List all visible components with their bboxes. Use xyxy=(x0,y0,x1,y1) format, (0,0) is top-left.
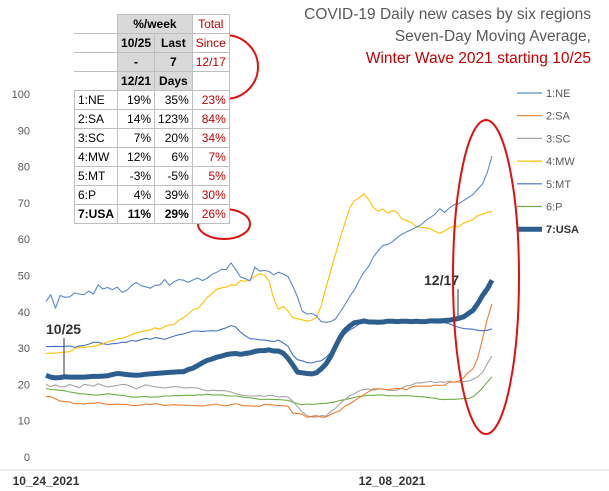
chart-subtitle-red: Winter Wave 2021 starting 10/25 xyxy=(365,50,591,67)
table-row: 1:NE 19% 35% 23% xyxy=(73,90,230,110)
legend: 1:NE 2:SA 3:SC 4:MW 5:MT 6:P 7:USA xyxy=(517,88,579,236)
table-row: 6:P 4% 39% 30% xyxy=(73,185,230,205)
annotation-12-17: 12/17 xyxy=(424,272,459,288)
y-axis-ticks: 0 10 20 30 40 50 60 70 80 90 100 xyxy=(12,89,30,464)
legend-label: 4:MW xyxy=(546,156,575,168)
series-line-5-mt xyxy=(46,320,493,364)
series-line-6-p xyxy=(45,376,493,406)
legend-label: 2:SA xyxy=(546,111,571,123)
y-tick-label: 30 xyxy=(18,343,30,355)
y-tick-label: 60 xyxy=(18,234,30,246)
plot-area xyxy=(45,155,495,418)
y-tick-label: 10 xyxy=(18,416,30,428)
series-line-3-sc xyxy=(45,355,493,418)
series-line-7-usa xyxy=(45,279,495,381)
table-row: 3:SC 7% 20% 34% xyxy=(73,128,230,148)
y-tick-label: 100 xyxy=(12,89,30,101)
y-tick-label: 0 xyxy=(24,452,30,464)
y-tick-label: 40 xyxy=(18,307,30,319)
annotation-10-25: 10/25 xyxy=(46,321,81,337)
y-tick-label: 50 xyxy=(18,271,30,283)
y-tick-label: 80 xyxy=(18,162,30,174)
x-tick-label: 10_24_2021 xyxy=(13,474,80,488)
x-axis-ticks: 10_24_2021 12_08_2021 xyxy=(0,469,609,488)
table-header-group: %/week xyxy=(117,14,193,34)
y-tick-label: 20 xyxy=(18,379,30,391)
table-row: 4:MW 12% 6% 7% xyxy=(73,147,230,167)
table-row: 7:USA 11% 29% 26% xyxy=(73,204,230,224)
table-col1-head: 10/25 xyxy=(117,33,156,53)
table-row: 5:MT -3% -5% 5% xyxy=(73,166,230,186)
table-corner xyxy=(73,14,119,34)
table-col2-head: Last xyxy=(154,33,193,53)
legend-label: 6:P xyxy=(546,202,563,214)
table-header-total: Total xyxy=(191,14,230,34)
legend-label: 5:MT xyxy=(546,179,571,191)
y-tick-label: 90 xyxy=(18,125,30,137)
highlight-ellipse-surge xyxy=(452,119,520,435)
legend-label: 1:NE xyxy=(546,88,570,100)
x-tick-label: 12_08_2021 xyxy=(359,474,426,488)
series-line-1-ne xyxy=(45,155,493,323)
series-line-2-sa xyxy=(45,303,493,418)
legend-label: 7:USA xyxy=(546,224,579,236)
summary-table: %/week Total 10/25 Last Since - 7 12/17 … xyxy=(73,14,230,224)
table-col3-head: Since xyxy=(191,33,230,53)
legend-label: 3:SC xyxy=(546,133,571,145)
chart-title: COVID-19 Daily new cases by six regions xyxy=(304,6,591,23)
chart-subtitle: Seven-Day Moving Average, xyxy=(394,28,591,45)
y-tick-label: 70 xyxy=(18,198,30,210)
table-row: 2:SA 14% 123% 84% xyxy=(73,109,230,129)
